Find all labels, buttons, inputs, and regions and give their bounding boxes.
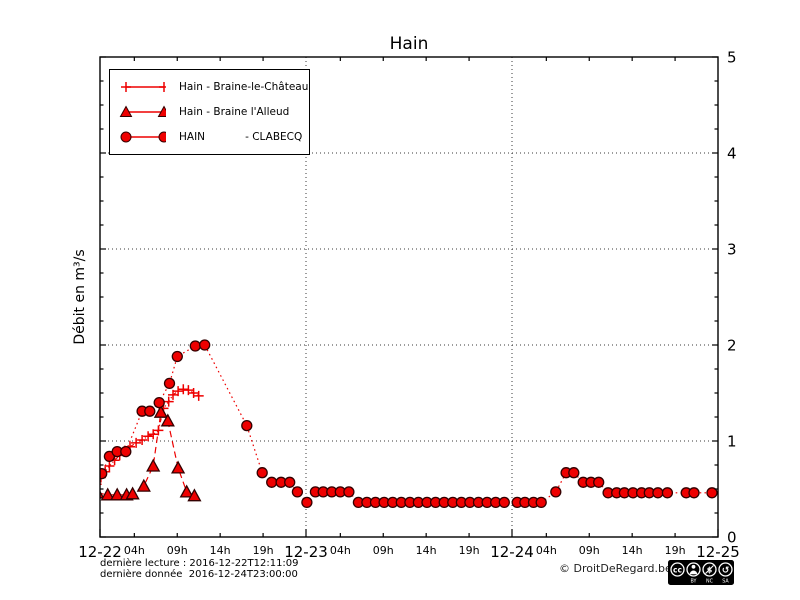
svg-text:09h: 09h xyxy=(373,544,394,557)
svg-text:12-25: 12-25 xyxy=(696,543,740,561)
legend-entry-braine-l-alleud: Hain - Braine l'Alleud xyxy=(118,105,305,119)
svg-text:2: 2 xyxy=(727,337,737,355)
svg-text:3: 3 xyxy=(727,241,737,259)
cc-license-badge: cc $ ↺ BY NC SA xyxy=(668,560,734,585)
legend-entry-clabecq: HAIN - CLABECQ xyxy=(118,130,305,144)
cc-nc-label: NC xyxy=(706,579,714,585)
cc-badge-background xyxy=(668,560,734,585)
last-data-note: dernière donnée 2016-12-24T23:00:00 xyxy=(100,569,298,580)
cc-symbol: cc xyxy=(673,565,682,574)
svg-text:09h: 09h xyxy=(167,544,188,557)
cc-sa-icon: ↺ xyxy=(718,562,733,577)
svg-text:04h: 04h xyxy=(536,544,557,557)
svg-text:04h: 04h xyxy=(124,544,145,557)
svg-text:12-22: 12-22 xyxy=(78,543,122,561)
legend-label: HAIN - CLABECQ xyxy=(179,130,303,143)
cc-sa-label: SA xyxy=(722,579,729,585)
svg-text:19h: 19h xyxy=(253,544,274,557)
cc-by-label: BY xyxy=(691,579,697,585)
legend: Hain - Braine-le-Château Hain - Braine l… xyxy=(109,69,310,155)
svg-text:09h: 09h xyxy=(579,544,600,557)
svg-text:0: 0 xyxy=(727,529,737,547)
svg-text:4: 4 xyxy=(727,145,737,163)
legend-entry-braine-le-chateau: Hain - Braine-le-Château xyxy=(118,80,309,94)
legend-label: Hain - Braine-le-Château xyxy=(179,81,309,94)
last-reading-note: dernière lecture : 2016-12-22T12:11:09 xyxy=(100,558,299,569)
svg-text:12-24: 12-24 xyxy=(490,543,534,561)
svg-text:19h: 19h xyxy=(459,544,480,557)
chart-title: Hain xyxy=(389,34,429,54)
y-axis-label: Débit en m³/s xyxy=(72,249,88,345)
cc-nc-icon: $ xyxy=(702,562,717,577)
cc-by-icon xyxy=(686,562,701,577)
svg-text:12-23: 12-23 xyxy=(284,543,328,561)
triangle-marker-line-icon xyxy=(119,105,166,117)
copyright-text: © DroitDeRegard.be xyxy=(559,562,672,575)
svg-text:14h: 14h xyxy=(210,544,231,557)
svg-text:14h: 14h xyxy=(416,544,437,557)
svg-text:5: 5 xyxy=(727,49,737,67)
svg-text:↺: ↺ xyxy=(722,566,730,576)
svg-text:19h: 19h xyxy=(665,544,686,557)
svg-text:04h: 04h xyxy=(330,544,351,557)
legend-label: Hain - Braine l'Alleud xyxy=(179,105,290,118)
svg-text:14h: 14h xyxy=(622,544,643,557)
cc-icon: cc xyxy=(670,562,685,577)
svg-text:1: 1 xyxy=(727,433,737,451)
circle-marker-line-icon xyxy=(120,131,166,143)
plus-marker-line-icon xyxy=(121,82,166,93)
